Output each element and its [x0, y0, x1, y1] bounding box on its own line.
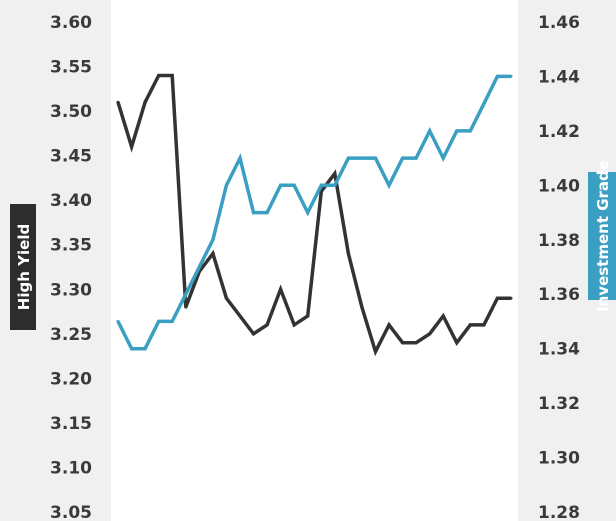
- high-yield-data-point: [401, 341, 405, 345]
- high-yield-data-point: [238, 314, 242, 318]
- right-tick-label: 1.34: [538, 340, 580, 360]
- left-tick-label: 3.45: [50, 147, 92, 167]
- investment-grade-data-point: [224, 183, 228, 187]
- high-yield-data-point: [184, 305, 188, 309]
- right-tick-label: 1.40: [538, 176, 580, 196]
- high-yield-series-line: [116, 73, 511, 357]
- left-tick-label: 3.50: [50, 102, 92, 122]
- high-yield-data-point: [279, 287, 283, 291]
- high-yield-data-point: [482, 323, 486, 327]
- investment-grade-data-point: [130, 347, 134, 351]
- investment-grade-data-point: [468, 129, 472, 133]
- left-tick-label: 3.20: [50, 369, 92, 389]
- right-axis-badge: Investment Grade: [588, 160, 616, 312]
- investment-grade-data-point: [509, 74, 513, 78]
- high-yield-data-point: [170, 74, 174, 77]
- high-yield-data-point: [116, 100, 120, 104]
- high-yield-data-point: [387, 323, 391, 327]
- investment-grade-data-point: [184, 292, 188, 296]
- left-axis-badge: High Yield: [10, 204, 36, 330]
- investment-grade-data-point: [346, 156, 350, 160]
- investment-grade-data-point: [374, 156, 377, 160]
- high-yield-data-point: [306, 314, 310, 318]
- left-tick-label: 3.60: [50, 13, 92, 33]
- left-tick-label: 3.30: [50, 280, 92, 300]
- left-tick-label: 3.05: [50, 503, 92, 521]
- right-axis-ticks: 1.46 1.44 1.42 1.40 1.38 1.36 1.34 1.32 1.30 1.28: [538, 13, 580, 521]
- investment-grade-data-point: [428, 129, 432, 133]
- investment-grade-data-point: [116, 319, 120, 323]
- high-yield-data-point: [130, 145, 134, 149]
- high-yield-data-point: [374, 350, 377, 354]
- investment-grade-data-point: [292, 183, 296, 187]
- high-yield-data-point: [292, 323, 296, 327]
- investment-grade-data-point: [333, 183, 337, 187]
- right-tick-label: 1.28: [538, 503, 580, 521]
- investment-grade-data-point: [265, 211, 269, 215]
- high-yield-data-point: [224, 296, 228, 300]
- left-axis-label: High Yield: [15, 224, 33, 310]
- left-tick-label: 3.35: [50, 236, 92, 256]
- investment-grade-data-point: [360, 156, 364, 160]
- investment-grade-data-point: [414, 156, 418, 160]
- investment-grade-data-point: [495, 74, 499, 78]
- high-yield-data-point: [441, 314, 445, 318]
- series-layer: [116, 73, 513, 357]
- high-yield-data-point: [428, 332, 432, 336]
- high-yield-data-point: [211, 252, 215, 256]
- investment-grade-data-point: [170, 319, 174, 323]
- right-tick-label: 1.38: [538, 231, 580, 251]
- investment-grade-data-point: [238, 156, 242, 160]
- right-tick-label: 1.46: [538, 13, 580, 33]
- right-tick-label: 1.44: [538, 67, 580, 87]
- right-tick-label: 1.36: [538, 285, 580, 305]
- right-axis-label: Investment Grade: [594, 160, 612, 312]
- investment-grade-data-point: [252, 211, 255, 215]
- investment-grade-data-point: [482, 102, 486, 106]
- left-tick-label: 3.25: [50, 325, 92, 345]
- investment-grade-data-point: [441, 156, 445, 160]
- investment-grade-data-point: [387, 183, 391, 187]
- high-yield-data-point: [143, 100, 147, 104]
- investment-grade-data-point: [279, 183, 283, 187]
- high-yield-data-point: [360, 305, 364, 309]
- high-yield-data-point: [265, 323, 269, 327]
- high-yield-data-point: [468, 323, 472, 327]
- left-tick-label: 3.40: [50, 191, 92, 211]
- investment-grade-data-point: [306, 211, 310, 215]
- investment-grade-data-point: [197, 265, 201, 269]
- high-yield-data-point: [414, 341, 418, 345]
- left-tick-label: 3.55: [50, 58, 92, 78]
- investment-grade-data-point: [401, 156, 405, 160]
- right-tick-label: 1.42: [538, 122, 580, 142]
- high-yield-data-point: [157, 74, 161, 77]
- high-yield-data-point: [346, 252, 350, 256]
- high-yield-data-point: [455, 341, 459, 345]
- investment-grade-series-line: [116, 74, 511, 351]
- right-tick-label: 1.32: [538, 394, 580, 414]
- high-yield-data-point: [495, 296, 499, 300]
- investment-grade-data-point: [157, 319, 161, 323]
- investment-grade-data-point: [211, 238, 215, 242]
- investment-grade-data-point: [319, 183, 323, 187]
- high-yield-data-point: [509, 296, 513, 300]
- left-tick-label: 3.15: [50, 414, 92, 434]
- left-axis-ticks: 3.60 3.55 3.50 3.45 3.40 3.35 3.30 3.25 3.20 3.15…: [50, 13, 92, 521]
- high-yield-data-point: [333, 172, 337, 175]
- investment-grade-data-point: [143, 347, 147, 351]
- right-tick-label: 1.30: [538, 449, 580, 469]
- investment-grade-data-point: [455, 129, 459, 133]
- left-tick-label: 3.10: [50, 458, 92, 478]
- high-yield-data-point: [252, 332, 255, 336]
